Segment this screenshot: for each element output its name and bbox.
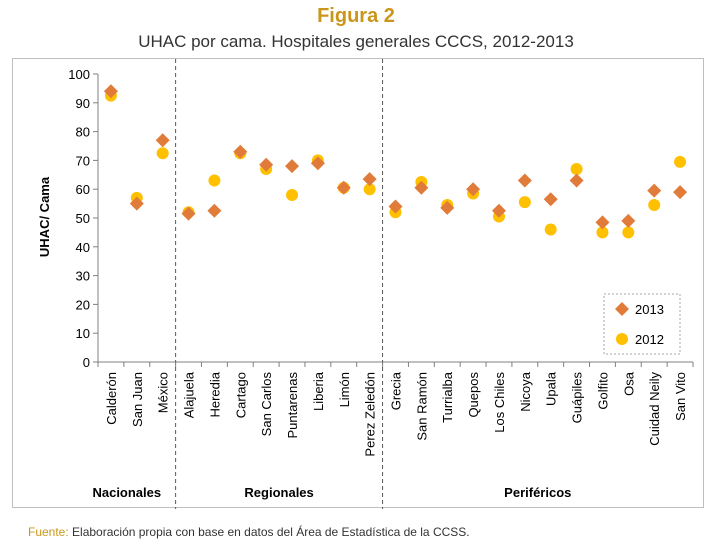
x-tick-label: San Ramón: [414, 372, 429, 441]
y-ticks: 0 10 20 30 40 50 60 70 80 90 100: [68, 67, 98, 370]
group-separators: [175, 59, 384, 509]
x-tick-label: Guápiles: [570, 372, 585, 424]
x-tick-labels: Calderón San Juan México Alajuela Heredia Car…: [97, 362, 694, 457]
point-2013: [362, 172, 377, 187]
y-tick-label: 50: [76, 211, 90, 226]
group-label: Periféricos: [504, 485, 571, 500]
point-2013: [466, 182, 481, 197]
group-labels: Nacionales Regionales Periféricos: [92, 485, 571, 500]
point-2013: [414, 180, 429, 195]
series-points: [103, 84, 688, 239]
x-tick-label: Turrialba: [440, 371, 455, 423]
x-tick-label: Los Chiles: [492, 372, 507, 433]
y-tick-label: 10: [76, 326, 90, 341]
x-tick-label: Cartago: [233, 372, 248, 418]
chart-frame: 0 10 20 30 40 50 60 70 80 90 100 Calderón San Juan M…: [12, 58, 704, 509]
group-label: Nacionales: [92, 485, 161, 500]
point-2012: [156, 147, 169, 160]
y-tick-label: 90: [76, 96, 90, 111]
x-tick-label: Osa: [621, 371, 636, 396]
point-2012: [596, 226, 609, 239]
x-tick-label: Puntarenas: [285, 372, 300, 439]
point-2013: [621, 213, 636, 228]
point-2013: [181, 206, 196, 221]
point-2013: [491, 203, 506, 218]
x-tick-label: Nicoya: [518, 371, 533, 412]
point-2013: [310, 156, 325, 171]
point-2013: [103, 84, 118, 99]
point-2013: [285, 159, 300, 174]
point-2012: [208, 174, 221, 187]
point-2012: [622, 226, 635, 239]
legend-label: 2012: [635, 332, 664, 347]
point-2013: [673, 185, 688, 200]
y-tick-label: 0: [83, 355, 90, 370]
point-2012: [674, 155, 687, 168]
point-2012: [518, 196, 531, 209]
point-2013: [517, 173, 532, 188]
point-2013: [129, 196, 144, 211]
x-tick-label: Calderón: [104, 372, 119, 425]
x-tick-label: Perez Zeledón: [363, 372, 378, 457]
x-tick-label: Upala: [544, 371, 559, 406]
point-2012: [544, 223, 557, 236]
point-2013: [155, 133, 170, 148]
x-tick-label: Limón: [337, 372, 352, 407]
point-2013: [569, 173, 584, 188]
x-tick-label: México: [156, 372, 171, 413]
x-tick-label: Alajuela: [182, 371, 197, 418]
x-tick-label: Golfito: [595, 372, 610, 410]
point-2013: [388, 199, 403, 214]
x-tick-label: San Juan: [130, 372, 145, 427]
source-note: Fuente: Elaboración propia con base en d…: [28, 525, 470, 539]
y-axis-title: UHAC/ Cama: [37, 176, 52, 257]
chart-title: UHAC por cama. Hospitales generales CCCS…: [138, 32, 574, 51]
source-label: Fuente:: [28, 525, 69, 539]
y-tick-label: 70: [76, 153, 90, 168]
figure-label: Figura 2: [317, 5, 395, 27]
point-2013: [543, 192, 558, 207]
point-2013: [595, 215, 610, 230]
point-2013: [233, 144, 248, 159]
scatter-chart: 0 10 20 30 40 50 60 70 80 90 100 Calderón San Juan M…: [37, 59, 694, 509]
point-2012: [286, 188, 299, 201]
point-2012: [363, 183, 376, 196]
x-tick-label: Liberia: [311, 371, 326, 411]
y-tick-label: 60: [76, 182, 90, 197]
source-text: Elaboración propia con base en datos del…: [68, 525, 470, 539]
y-tick-label: 20: [76, 297, 90, 312]
point-2012: [648, 199, 661, 212]
y-tick-label: 100: [68, 67, 90, 82]
y-tick-label: 30: [76, 269, 90, 284]
point-2013: [440, 200, 455, 215]
x-tick-label: San Carlos: [259, 372, 274, 437]
point-2013: [207, 203, 222, 218]
legend-box: [603, 293, 681, 355]
legend-marker-2012: [616, 333, 628, 345]
point-2013: [336, 180, 351, 195]
point-2013: [647, 183, 662, 198]
x-tick-label: San Vito: [673, 372, 688, 421]
x-tick-label: Grecia: [389, 371, 404, 410]
point-2013: [259, 157, 274, 172]
legend-label: 2013: [635, 302, 664, 317]
y-tick-label: 80: [76, 125, 90, 140]
group-label: Regionales: [244, 485, 313, 500]
legend-marker-2013: [615, 302, 629, 316]
legend: 2013 2012: [603, 293, 681, 355]
x-tick-label: Quepos: [466, 372, 481, 418]
y-tick-label: 40: [76, 240, 90, 255]
point-2012: [570, 163, 583, 176]
x-tick-label: Cuidad Neily: [647, 372, 662, 446]
x-tick-label: Heredia: [207, 371, 222, 417]
